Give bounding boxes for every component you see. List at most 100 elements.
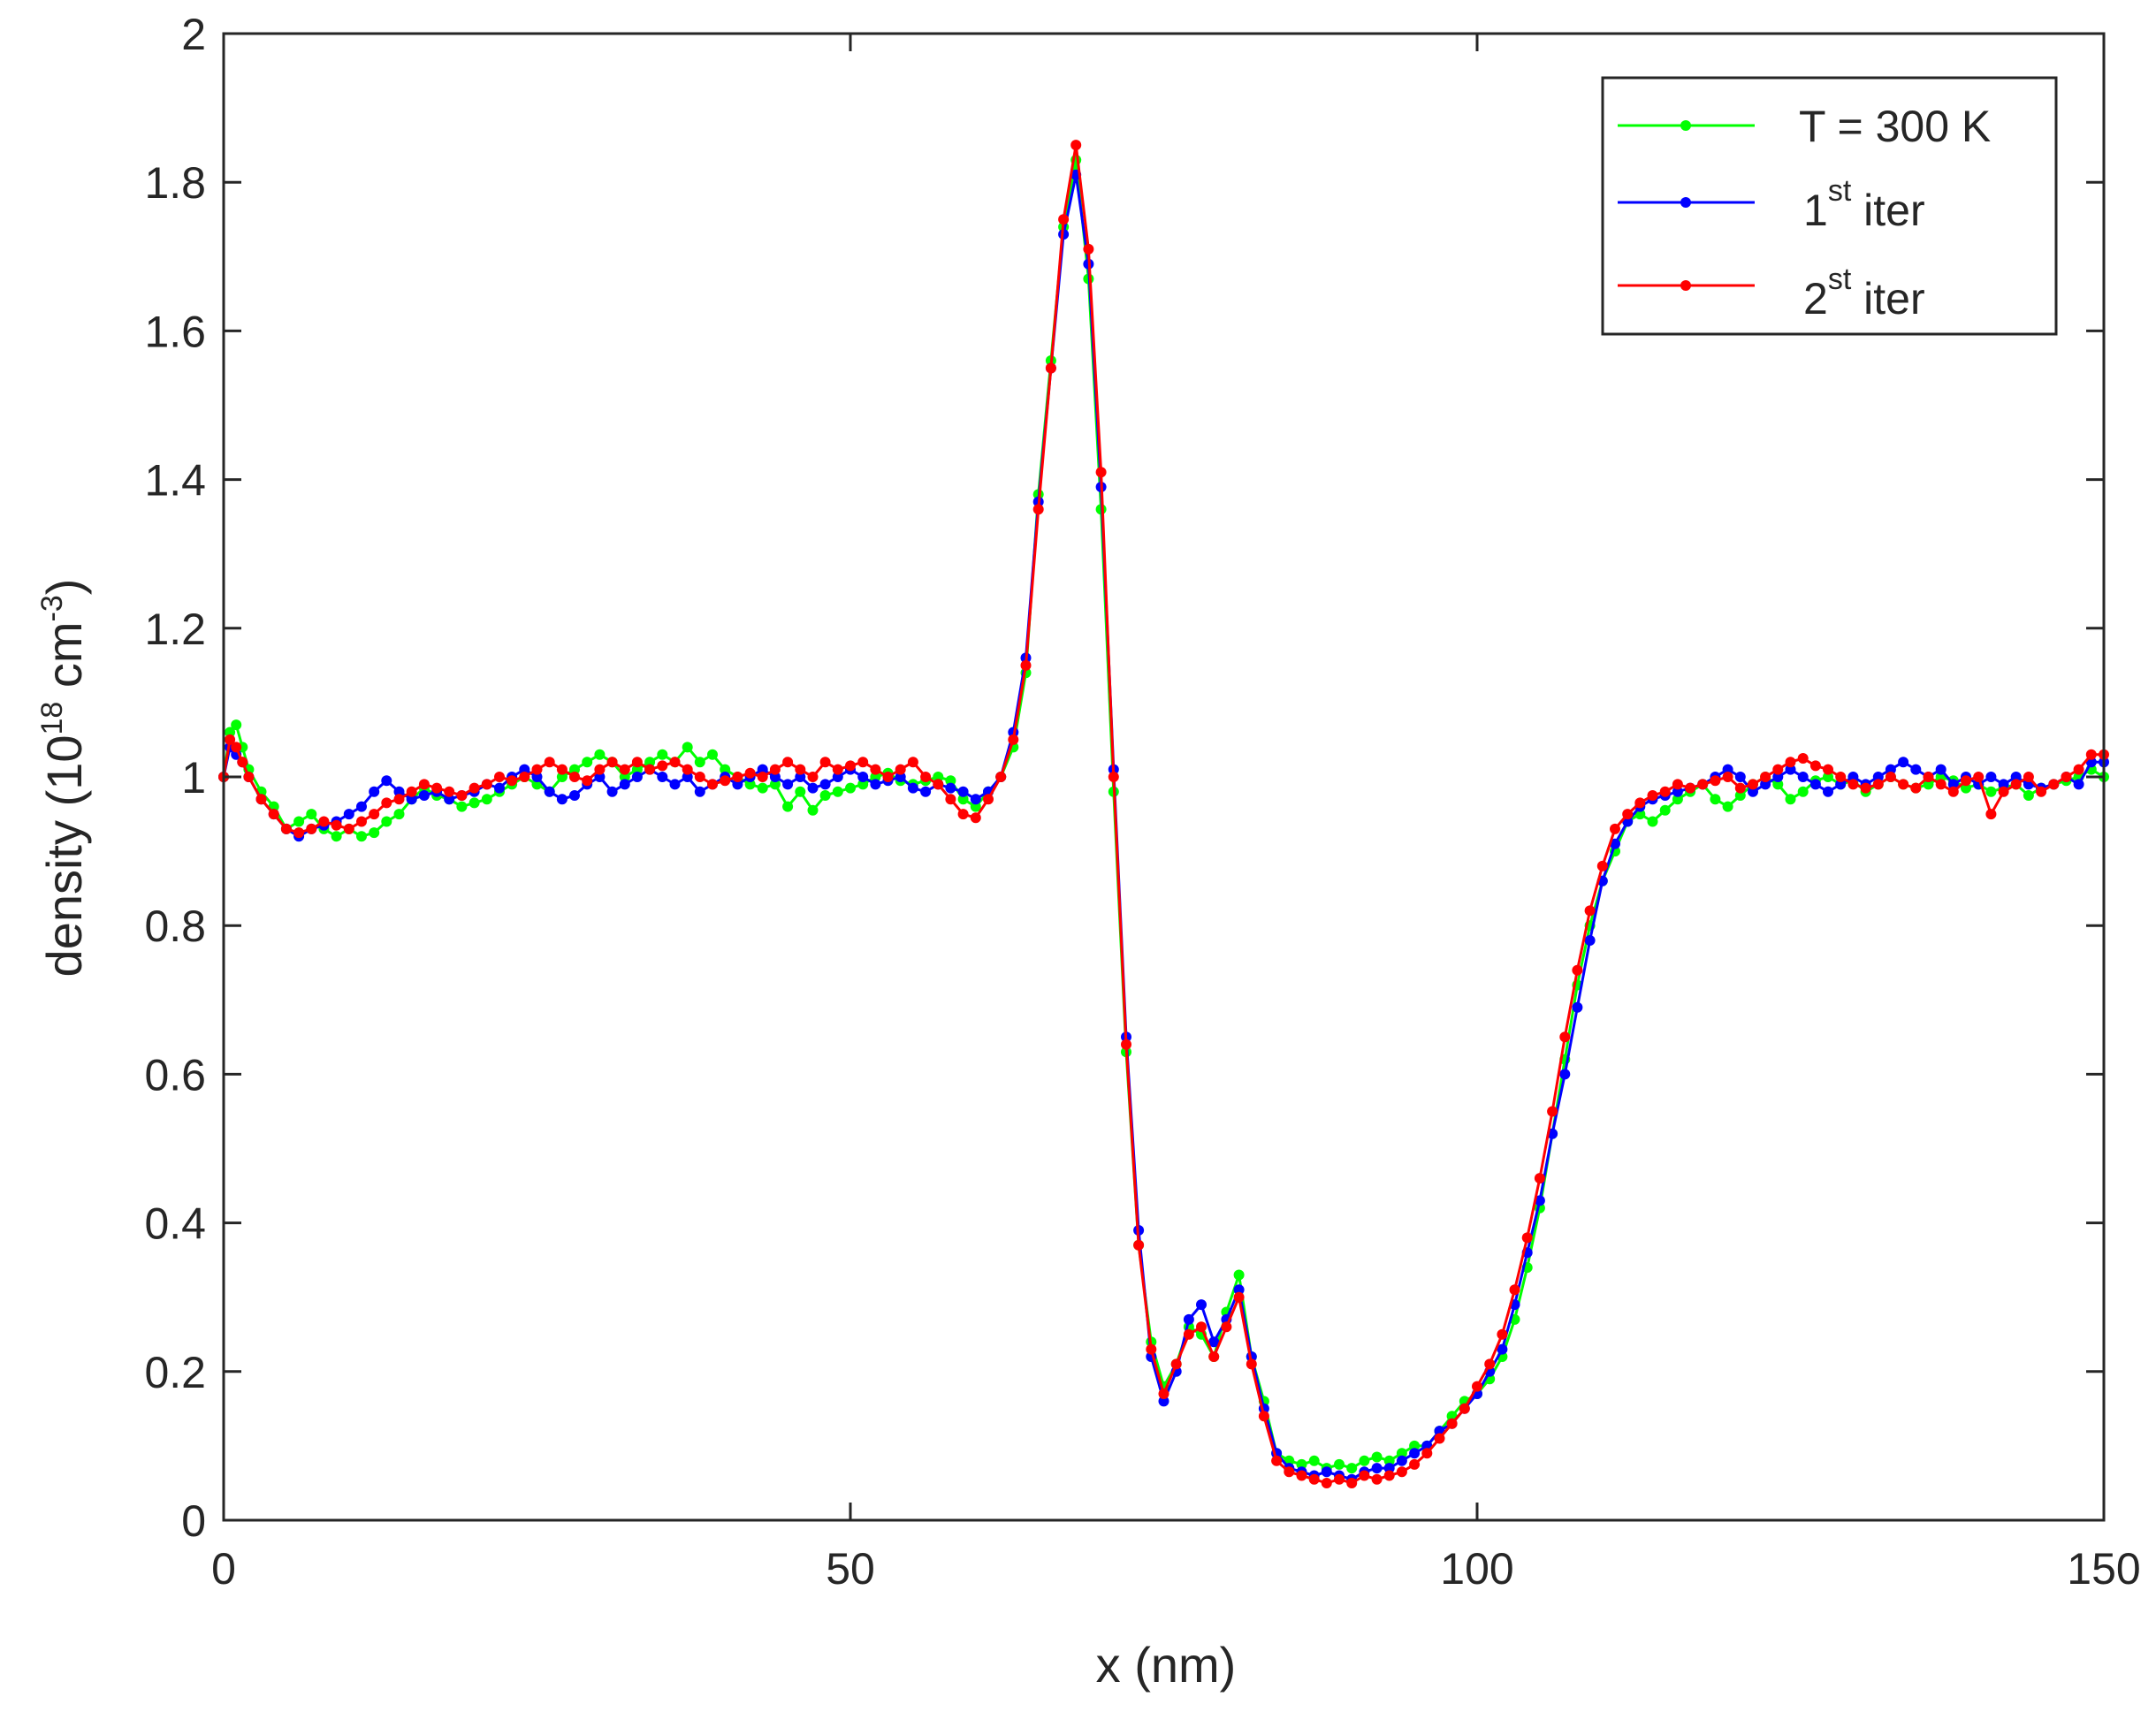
series-2-point-98 [1421,1448,1433,1459]
series-1-point-110 [1572,1001,1583,1013]
series-1-point-57 [907,782,918,794]
series-0-point-44 [744,779,756,790]
series-0-point-47 [782,801,794,812]
series-1-point-37 [657,772,668,782]
series-0-point-31 [582,757,593,768]
series-2-point-58 [920,772,932,782]
series-1-point-28 [544,786,555,797]
series-0-point-127 [1785,794,1796,805]
series-2-point-117 [1659,786,1671,797]
series-1-point-80 [1196,1299,1207,1311]
series-2-point-43 [732,772,743,782]
series-1-point-13 [356,801,367,812]
series-2-point-126 [1772,764,1784,775]
series-2-point-151 [2085,749,2097,760]
series-1-point-144 [1998,779,2009,790]
series-2-point-17 [406,786,417,797]
series-0-point-62 [970,801,981,812]
series-1-point-129 [1809,779,1821,790]
series-2-point-20 [444,786,455,797]
legend-marker-iter1 [1680,197,1691,208]
series-1-point-29 [556,794,568,805]
plot-series-layer [218,140,2109,1488]
series-1-point-118 [1672,786,1683,797]
series-2-point-115 [1634,797,1646,809]
series-2-point-68 [1045,362,1056,374]
series-2-point-125 [1760,772,1771,782]
series-0-point-126 [1772,779,1784,790]
series-2-point-64 [995,772,1007,782]
series-0-point-30 [569,764,580,775]
series-0-point-15 [381,816,392,827]
series-2-point-119 [1685,782,1696,794]
legend-box [1601,76,2058,336]
y-tick-label-9: 1.8 [144,158,206,208]
series-2-point-10 [318,816,330,827]
series-1-point-56 [895,772,906,782]
series-2-point-150 [2073,764,2084,775]
series-0-point-42 [720,764,731,775]
series-0-point-14 [369,827,380,839]
y-axis-label-prefix: density (10 [36,735,92,978]
series-2-point-108 [1547,1106,1558,1117]
series-1-point-53 [857,772,869,782]
series-0-point-13 [356,831,367,842]
series-2-point-93 [1359,1470,1370,1481]
series-0-point-96 [1396,1448,1407,1459]
x-tick-label-0: 0 [211,1544,236,1594]
series-0-point-83 [1233,1269,1245,1281]
series-0-point-41 [707,749,718,760]
series-2-point-103 [1484,1358,1496,1370]
series-0-point-116 [1647,816,1658,827]
series-1-point-39 [682,772,693,782]
series-1-point-38 [669,779,681,790]
series-0-point-123 [1734,790,1746,801]
series-0-point-34 [619,772,630,782]
y-tick-label-6: 1.2 [144,605,206,654]
series-2-point-33 [606,757,618,768]
series-2-point-133 [1860,782,1871,794]
legend-marker-iter2 [1680,280,1691,291]
series-0-point-46 [769,779,781,790]
y-tick-label-4: 0.8 [144,902,206,951]
series-2-point-41 [707,779,718,790]
series-0-point-61 [957,794,969,805]
series-1-point-50 [819,779,831,790]
series-2-point-99 [1434,1433,1445,1444]
y-tick-label-5: 1 [181,753,206,803]
series-2-point-12 [343,823,354,834]
series-0-point-130 [1823,772,1833,782]
y-tick-label-2: 0.4 [144,1199,206,1249]
series-2-point-51 [832,764,843,775]
series-2-point-63 [983,794,994,805]
legend-entry-iter2: 2st iter [1618,263,1925,323]
series-1-point-26 [519,764,530,775]
axes-layer: 0 50 100 150 0 0.2 0.4 0.6 0.8 1 1.2 1.4 1.6 1.8 2 [144,10,2140,1594]
series-2-point-70 [1070,140,1082,151]
series-0-point-59 [933,772,944,782]
series-2-point-27 [531,764,543,775]
series-2-point-24 [494,772,505,782]
series-1-point-20 [444,794,455,805]
series-2-point-81 [1208,1351,1220,1362]
series-1-point-79 [1183,1313,1194,1325]
series-1-point-111 [1584,935,1596,946]
series-2-point-92 [1346,1478,1358,1488]
series-2-point-137 [1910,782,1922,794]
series-1-point-48 [795,772,806,782]
series-0-point-146 [2023,790,2034,801]
series-1-point-81 [1208,1336,1220,1348]
series-2-point-95 [1383,1470,1395,1481]
series-0-point-36 [644,757,656,768]
series-2-point-38 [669,757,681,768]
series-1-point-14 [369,786,380,797]
series-0-point-45 [757,782,768,794]
series-0-point-1 [225,727,236,738]
series-1-point-45 [757,764,768,775]
y-axis-label-middle: cm [36,621,92,701]
series-0-point-39 [682,742,693,753]
series-2-point-147 [2036,786,2047,797]
series-2-point-40 [694,772,705,782]
y-tick-label-10: 2 [181,10,206,59]
